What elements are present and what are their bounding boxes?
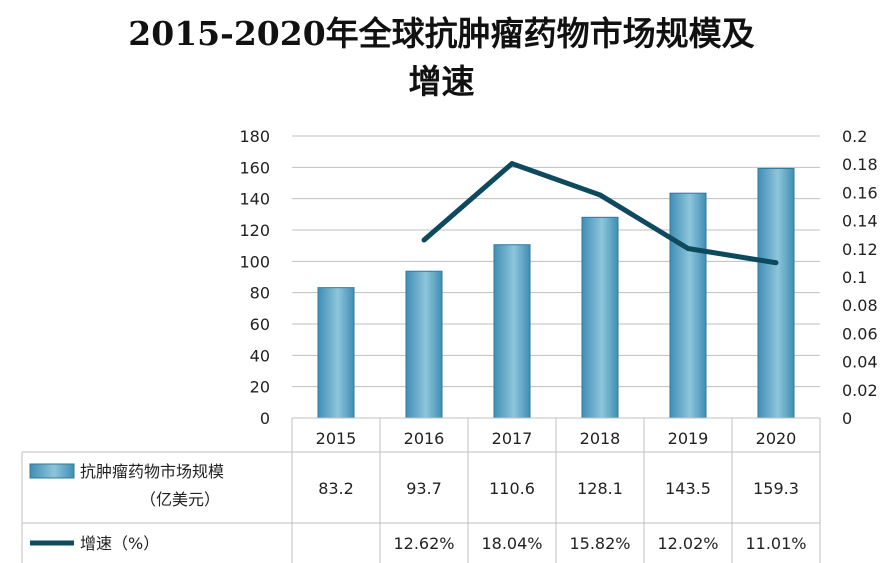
y-right-tick-label: 0.1 [842,268,867,287]
data-label-bar: 159.3 [753,479,799,498]
growth-point [597,192,603,198]
y-left-tick-label: 180 [239,127,270,146]
y-right-tick-label: 0.08 [842,296,878,315]
y-right-tick-label: 0.02 [842,381,878,400]
y-left-tick-label: 120 [239,221,270,240]
y-left-tick-label: 0 [260,409,270,428]
data-label-bar: 110.6 [489,479,535,498]
data-label-bar: 83.2 [318,479,354,498]
y-right-tick-label: 0.18 [842,155,878,174]
chart-title-line-2: 增速 [408,62,475,101]
y-right-tick-label: 0.04 [842,353,878,372]
bar [581,216,619,419]
bar [669,192,707,419]
y-left-tick-label: 40 [250,346,270,365]
data-label-line: 12.02% [657,534,718,553]
y-left-tick-label: 140 [239,190,270,209]
growth-point [773,260,779,266]
y-right-tick-label: 0.2 [842,127,867,146]
legend-label-bar: （亿美元） [140,490,220,509]
data-table: 2015 2016 2017 2018 2019 2020 抗肿瘤药物市场规模 （亿美元） 增速… [21,417,821,563]
x-tick-label: 2016 [404,429,445,448]
line-series [421,161,779,266]
y-right-tick-label: 0.16 [842,183,878,202]
legend-label-bar: 抗肿瘤药物市场规模 [80,462,224,481]
chart-title: 2015-2020年全球抗肿瘤药物市场规模及 增速 [0,10,883,106]
data-label-bar: 128.1 [577,479,623,498]
bar [317,287,355,419]
bar [493,244,531,419]
y-right-tick-label: 0 [842,409,852,428]
growth-point [421,237,427,243]
gridlines [292,135,820,419]
growth-point [509,161,515,167]
data-label-bar: 143.5 [665,479,711,498]
legend-label-line: 增速（%） [80,534,159,553]
y-left-tick-label: 80 [250,284,270,303]
y-left-tick-label: 160 [239,158,270,177]
data-label-bar: 93.7 [406,479,442,498]
data-label-line: 18.04% [481,534,542,553]
data-label-line: 11.01% [745,534,806,553]
y-left-tick-label: 100 [239,252,270,271]
bar-series [317,167,795,419]
axes: 0 20 40 60 80 100 120 140 160 180 0 0.02 0.04 0.06 0.0… [239,127,877,428]
y-right-tick-label: 0.12 [842,240,878,259]
bar [405,270,443,419]
y-left-tick-label: 60 [250,315,270,334]
x-tick-label: 2019 [668,429,709,448]
x-tick-label: 2018 [580,429,621,448]
bar [757,167,795,419]
x-tick-label: 2017 [492,429,533,448]
data-label-line: 12.62% [393,534,454,553]
y-right-tick-label: 0.06 [842,324,878,343]
growth-point [685,246,691,252]
chart-title-line-1: 2015-2020年全球抗肿瘤药物市场规模及 [128,14,755,53]
x-tick-label: 2020 [756,429,797,448]
y-left-tick-label: 20 [250,378,270,397]
y-right-tick-label: 0.14 [842,212,878,231]
data-label-line: 15.82% [569,534,630,553]
legend-swatch-bar [29,463,75,479]
x-tick-label: 2015 [316,429,357,448]
